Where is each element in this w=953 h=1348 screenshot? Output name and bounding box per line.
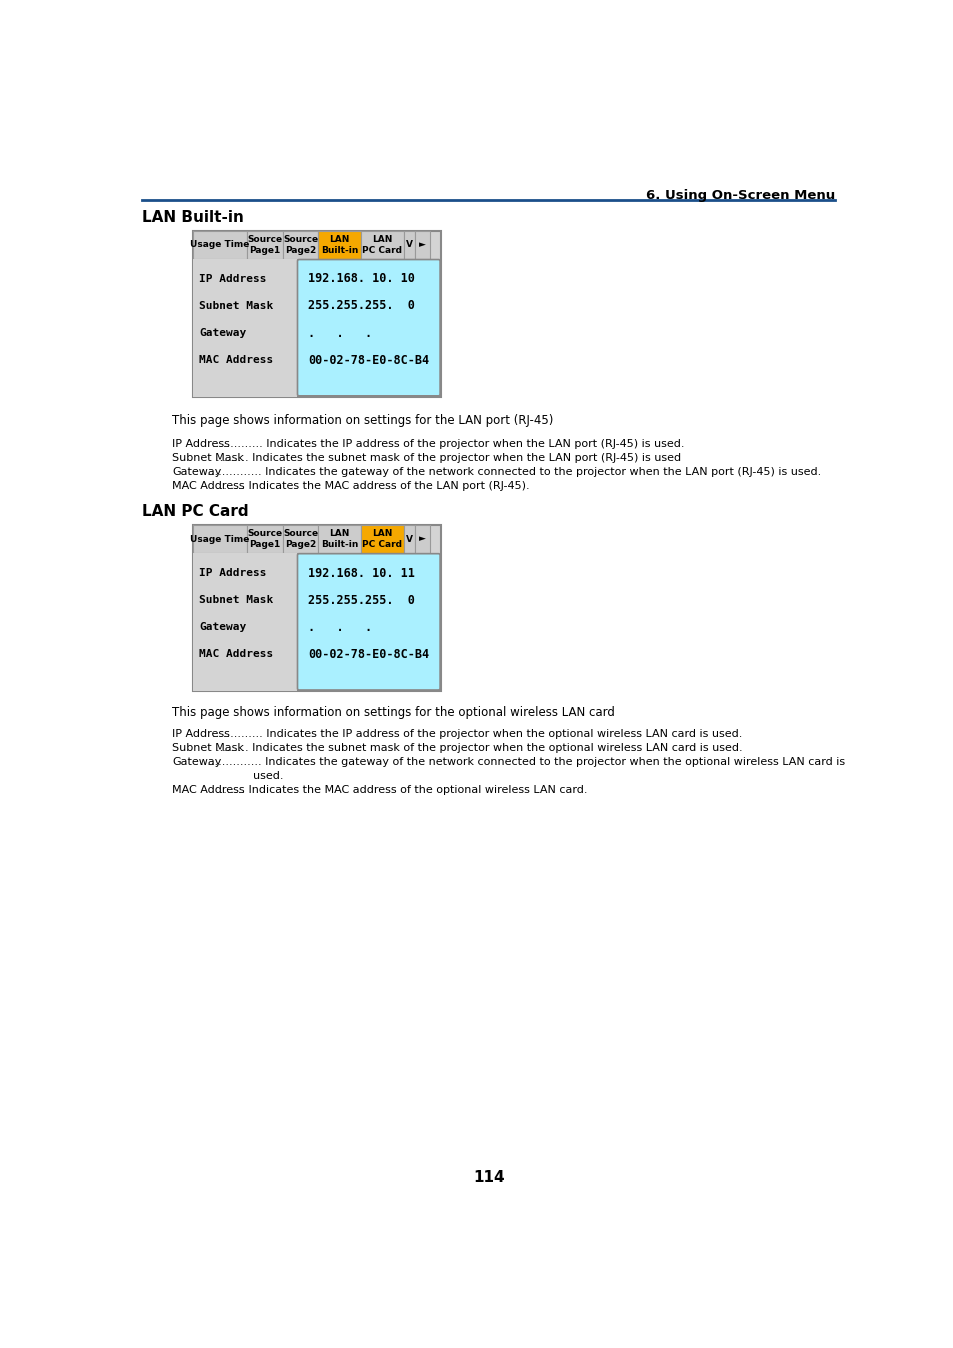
Text: MAC Address: MAC Address xyxy=(172,785,244,795)
Text: 192.168. 10. 11: 192.168. 10. 11 xyxy=(308,566,415,580)
Bar xyxy=(318,526,360,553)
Bar xyxy=(247,526,282,553)
Text: Subnet Mask: Subnet Mask xyxy=(172,453,244,462)
Text: MAC Address: MAC Address xyxy=(199,650,274,659)
Text: ........ Indicates the MAC address of the LAN port (RJ-45).: ........ Indicates the MAC address of th… xyxy=(216,480,529,491)
Text: 114: 114 xyxy=(473,1170,504,1185)
Text: LAN
PC Card: LAN PC Card xyxy=(362,235,402,255)
Text: Subnet Mask: Subnet Mask xyxy=(199,301,274,311)
FancyBboxPatch shape xyxy=(297,554,439,690)
Text: 00-02-78-E0-8C-B4: 00-02-78-E0-8C-B4 xyxy=(308,353,429,367)
Text: V: V xyxy=(405,240,412,249)
Text: ........ Indicates the MAC address of the optional wireless LAN card.: ........ Indicates the MAC address of th… xyxy=(216,785,587,795)
Bar xyxy=(415,231,430,259)
Text: IP Address: IP Address xyxy=(199,274,266,284)
Text: Gateway: Gateway xyxy=(172,466,221,477)
Text: V: V xyxy=(405,535,412,543)
Bar xyxy=(360,231,403,259)
Text: Usage Time: Usage Time xyxy=(190,535,250,543)
Bar xyxy=(193,553,296,690)
Bar xyxy=(415,526,430,553)
Bar xyxy=(282,526,318,553)
Text: LAN
PC Card: LAN PC Card xyxy=(362,530,402,549)
Bar xyxy=(193,526,440,690)
Text: LAN PC Card: LAN PC Card xyxy=(142,504,249,519)
Text: Gateway: Gateway xyxy=(199,328,246,338)
Bar xyxy=(193,231,247,259)
Text: This page shows information on settings for the LAN port (RJ-45): This page shows information on settings … xyxy=(172,414,553,427)
Bar xyxy=(403,231,415,259)
Text: Source
Page1: Source Page1 xyxy=(247,235,282,255)
Text: ►: ► xyxy=(418,535,425,543)
Text: Subnet Mask: Subnet Mask xyxy=(172,743,244,754)
Bar xyxy=(318,231,360,259)
Text: Gateway: Gateway xyxy=(172,758,221,767)
Text: .   .   .: . . . xyxy=(308,620,372,634)
Text: ......... Indicates the subnet mask of the projector when the optional wireless : ......... Indicates the subnet mask of t… xyxy=(216,743,742,754)
Text: Subnet Mask: Subnet Mask xyxy=(199,594,274,605)
Bar xyxy=(193,259,296,396)
Text: ►: ► xyxy=(418,240,425,249)
Text: 255.255.255.  0: 255.255.255. 0 xyxy=(308,593,415,607)
Text: LAN
Built-in: LAN Built-in xyxy=(321,530,358,549)
Bar xyxy=(360,526,403,553)
Text: This page shows information on settings for the optional wireless LAN card: This page shows information on settings … xyxy=(172,706,614,718)
Text: Usage Time: Usage Time xyxy=(190,240,250,249)
FancyBboxPatch shape xyxy=(297,260,439,396)
Bar xyxy=(282,231,318,259)
Bar xyxy=(403,526,415,553)
Text: Source
Page2: Source Page2 xyxy=(283,530,318,549)
Text: ................. Indicates the gateway of the network connected to the projecto: ................. Indicates the gateway … xyxy=(200,758,844,767)
Text: .............. Indicates the IP address of the projector when the LAN port (RJ-4: .............. Indicates the IP address … xyxy=(212,439,684,449)
Text: Source
Page1: Source Page1 xyxy=(247,530,282,549)
Text: LAN Built-in: LAN Built-in xyxy=(142,209,244,225)
Text: used.: used. xyxy=(253,771,283,780)
Bar xyxy=(193,231,440,396)
Bar xyxy=(193,526,247,553)
Text: IP Address: IP Address xyxy=(172,439,230,449)
Text: .............. Indicates the IP address of the projector when the optional wirel: .............. Indicates the IP address … xyxy=(212,729,741,739)
Text: ................. Indicates the gateway of the network connected to the projecto: ................. Indicates the gateway … xyxy=(200,466,821,477)
Text: Source
Page2: Source Page2 xyxy=(283,235,318,255)
Text: IP Address: IP Address xyxy=(199,568,266,578)
Text: 6. Using On-Screen Menu: 6. Using On-Screen Menu xyxy=(645,190,835,202)
Text: 192.168. 10. 10: 192.168. 10. 10 xyxy=(308,272,415,286)
Bar xyxy=(247,231,282,259)
Text: ......... Indicates the subnet mask of the projector when the LAN port (RJ-45) i: ......... Indicates the subnet mask of t… xyxy=(216,453,680,462)
Text: IP Address: IP Address xyxy=(172,729,230,739)
Text: .   .   .: . . . xyxy=(308,326,372,340)
Text: MAC Address: MAC Address xyxy=(172,480,244,491)
Text: LAN
Built-in: LAN Built-in xyxy=(321,235,358,255)
Text: Gateway: Gateway xyxy=(199,623,246,632)
Text: MAC Address: MAC Address xyxy=(199,355,274,365)
Text: 255.255.255.  0: 255.255.255. 0 xyxy=(308,299,415,313)
Text: 00-02-78-E0-8C-B4: 00-02-78-E0-8C-B4 xyxy=(308,648,429,661)
